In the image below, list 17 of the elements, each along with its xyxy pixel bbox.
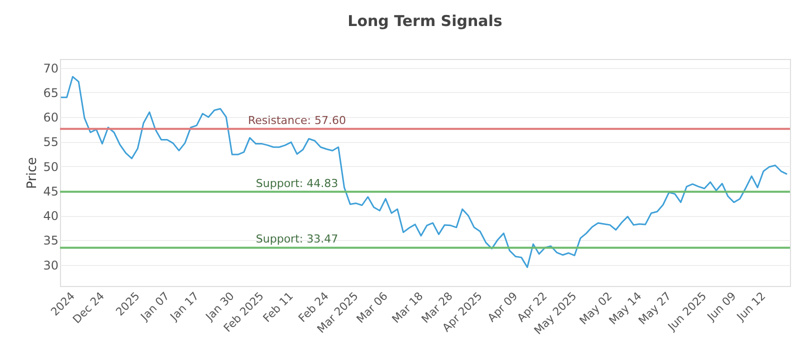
- ref-line-label: Resistance: 57.60: [248, 114, 346, 127]
- x-tick-label: Jun 12: [734, 290, 768, 324]
- y-tick-label: 60: [43, 110, 58, 125]
- line-series: [60, 76, 788, 268]
- y-tick-label: 70: [43, 61, 58, 76]
- x-tick-label: Jan 17: [167, 290, 202, 324]
- y-tick-label: 30: [43, 258, 58, 272]
- y-axis-title: Price: [25, 157, 40, 189]
- y-tick-label: 35: [43, 234, 58, 248]
- y-tick-label: 40: [43, 209, 58, 224]
- y-tick-label: 55: [43, 135, 58, 150]
- y-tick-label: 65: [43, 86, 58, 100]
- ref-line-label: Support: 33.47: [256, 232, 338, 246]
- ref-line-label: Support: 44.83: [256, 176, 338, 190]
- chart-title: Long Term Signals: [348, 12, 502, 30]
- y-tick-label: 45: [43, 184, 58, 198]
- y-tick-label: 50: [43, 160, 58, 174]
